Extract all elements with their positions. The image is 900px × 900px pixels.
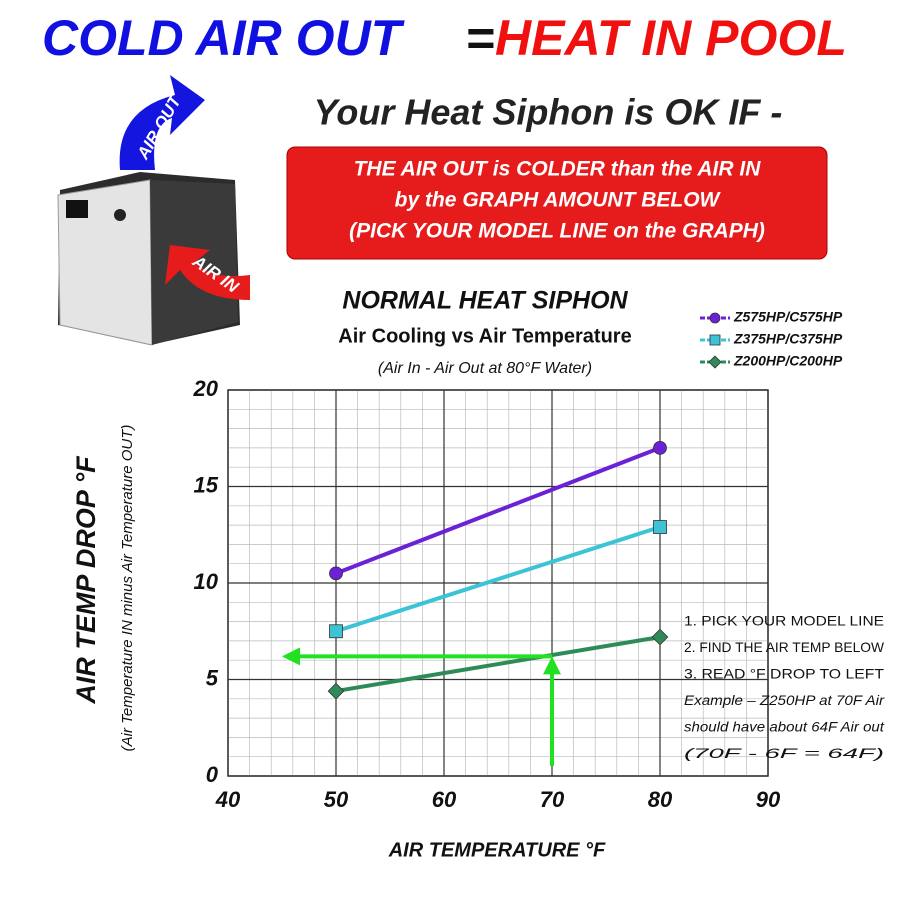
annotation-line: 1. PICK YOUR MODEL LINE	[684, 613, 884, 629]
marker	[709, 312, 721, 324]
arrow-head	[282, 647, 300, 666]
series-line	[335, 446, 661, 576]
legend-label: Z375HP/C375HP	[733, 331, 843, 347]
marker	[329, 566, 343, 581]
y-axis-sublabel: (Air Temperature IN minus Air Temperatur…	[119, 425, 136, 752]
marker	[653, 520, 667, 534]
marker	[709, 334, 721, 346]
legend-label: Z575HP/C575HP	[733, 309, 843, 325]
header-right: HEAT IN POOL	[495, 10, 847, 66]
annotation-line: 2. FIND THE AIR TEMP BELOW	[684, 639, 885, 655]
annotation-line: should have about 64F Air out	[684, 719, 885, 735]
header-equals: =	[465, 10, 494, 66]
y-tick-label: 10	[194, 569, 219, 594]
x-tick-label: 40	[215, 787, 241, 812]
headline: Your Heat Siphon is OK IF -	[314, 92, 783, 133]
x-tick-label: 90	[756, 787, 781, 812]
header-left: COLD AIR OUT	[42, 10, 406, 66]
annotation-line: Example – Z250HP at 70F Air	[684, 692, 885, 708]
x-tick-label: 60	[432, 787, 457, 812]
y-axis-label: AIR TEMP DROP °F	[71, 455, 101, 705]
series-line	[335, 525, 661, 634]
annotation-line: 3. READ °F DROP TO LEFT	[684, 666, 885, 682]
air-in-arrow	[165, 245, 250, 300]
y-tick-label: 20	[193, 376, 219, 401]
notice-line: THE AIR OUT is COLDER than the AIR IN	[354, 158, 762, 181]
marker	[708, 355, 722, 369]
notice-line: by the GRAPH AMOUNT BELOW	[395, 189, 722, 212]
marker	[653, 440, 667, 455]
y-tick-label: 15	[194, 472, 219, 497]
notice-box	[286, 146, 828, 260]
air-out-arrow	[119, 75, 205, 170]
x-tick-label: 50	[324, 787, 349, 812]
x-tick-label: 80	[648, 787, 673, 812]
arrow-head	[543, 656, 561, 675]
marker	[329, 624, 343, 639]
marker	[327, 682, 345, 700]
chart-note: (Air In - Air Out at 80°F Water)	[378, 360, 592, 377]
x-axis-label: AIR TEMPERATURE °F	[388, 839, 606, 861]
series-line	[335, 635, 661, 694]
heat-pump	[57, 172, 240, 346]
chart-title: NORMAL HEAT SIPHON	[342, 287, 628, 315]
x-tick-label: 70	[540, 787, 565, 812]
notice-line: (PICK YOUR MODEL LINE on the GRAPH)	[349, 220, 765, 243]
marker	[651, 628, 669, 646]
y-tick-label: 5	[206, 665, 219, 690]
annotation-line: (70F - 6F = 64F)	[684, 745, 884, 761]
y-tick-label: 0	[206, 762, 219, 787]
chart-subtitle: Air Cooling vs Air Temperature	[338, 325, 631, 347]
legend-label: Z200HP/C200HP	[733, 353, 843, 369]
